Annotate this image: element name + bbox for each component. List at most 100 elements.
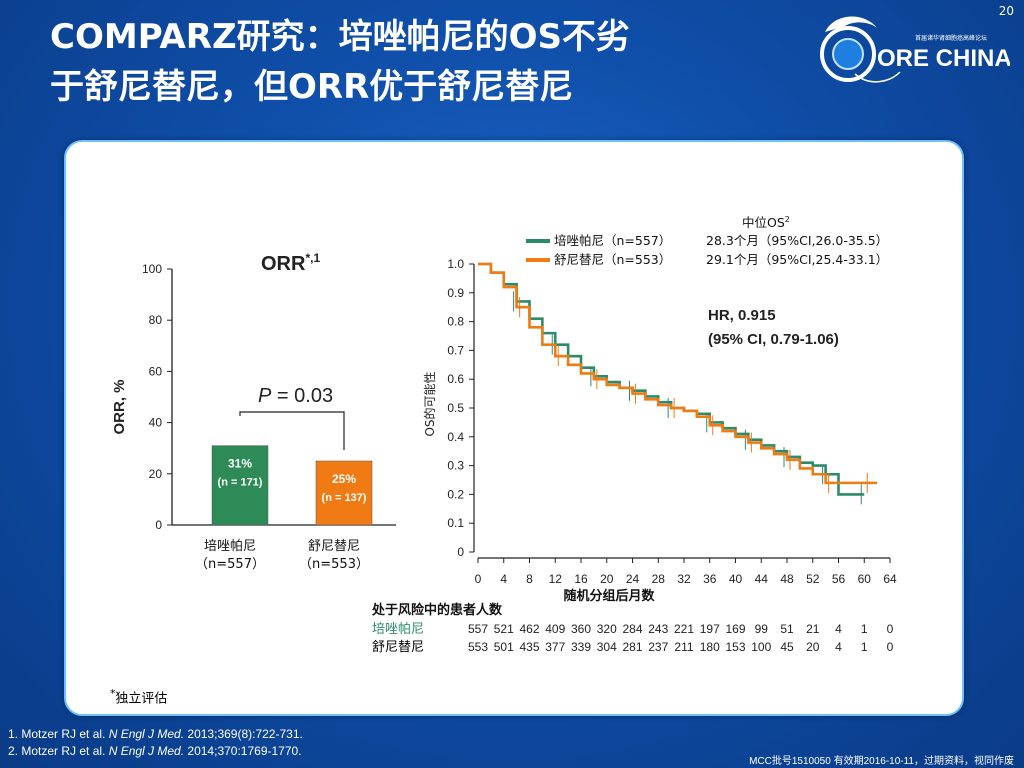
risk-cell: 100 xyxy=(751,640,771,654)
orr-bar-n-label: (n = 171) xyxy=(218,477,263,489)
risk-cell: 1 xyxy=(861,622,868,636)
km-x-tick-label: 16 xyxy=(574,572,588,586)
km-x-tick-label: 36 xyxy=(703,572,717,586)
km-y-tick-label: 0.1 xyxy=(447,516,464,530)
orr-bar-n-label: (n = 137) xyxy=(322,492,367,504)
footnote: *独立评估 xyxy=(110,687,168,707)
km-curves xyxy=(478,262,878,505)
references: 1. Motzer RJ et al. N Engl J Med. 2013;3… xyxy=(8,726,303,760)
km-y-tick-label: 1.0 xyxy=(447,257,464,271)
risk-cell: 4 xyxy=(835,622,842,636)
pvalue-annotation: P = 0.03 xyxy=(258,385,333,407)
km-x-tick-label: 4 xyxy=(500,572,507,586)
km-x-tick-label: 64 xyxy=(883,572,897,586)
risk-cell: 462 xyxy=(519,622,539,636)
risk-cell: 0 xyxy=(887,622,894,636)
risk-cell: 51 xyxy=(780,622,794,636)
risk-cell: 237 xyxy=(648,640,668,654)
orr-y-tick-label: 80 xyxy=(149,313,163,327)
risk-cell: 0 xyxy=(887,640,894,654)
km-x-tick-label: 44 xyxy=(755,572,769,586)
km-x-tick-label: 60 xyxy=(858,572,872,586)
risk-cell: 4 xyxy=(835,640,842,654)
risk-table: 培唑帕尼 557 521 462 409 360 320 284 243 221 197 169 99 5… xyxy=(372,621,894,655)
logo-wordmark: ORE CHINA xyxy=(877,45,1010,72)
km-x-tick-label: 40 xyxy=(729,572,743,586)
orr-bar xyxy=(211,445,269,526)
legend-series-name: 培唑帕尼（n=557） xyxy=(554,233,671,248)
km-y-tick-label: 0.7 xyxy=(447,343,464,357)
km-x-tick-label: 56 xyxy=(832,572,846,586)
risk-cell: 180 xyxy=(700,640,720,654)
title-line-1: COMPARZ研究：培唑帕尼的OS不劣 xyxy=(50,17,631,57)
risk-cell: 21 xyxy=(806,622,820,636)
km-x-tick-label: 12 xyxy=(549,572,563,586)
orr-category-n: （n=557） xyxy=(195,557,265,572)
orr-y-tick-label: 40 xyxy=(149,416,163,430)
approval-notice: MCC批号1510050 有效期2016-10-11，过期资料，视同作废 xyxy=(749,756,1014,767)
legend-series-name: 舒尼替尼（n=553） xyxy=(554,252,671,267)
km-x-tick-label: 20 xyxy=(600,572,614,586)
risk-cell: 211 xyxy=(674,640,693,654)
risk-cell: 221 xyxy=(674,622,694,636)
risk-cell: 377 xyxy=(545,640,565,654)
km-y-tick-label: 0 xyxy=(457,545,464,559)
slide-title: COMPARZ研究：培唑帕尼的OS不劣 于舒尼替尼，但ORR优于舒尼替尼 xyxy=(50,12,810,112)
core-china-logo: ORE CHINA 首届诸华肾细胞癌高峰论坛 xyxy=(820,16,1010,83)
orr-bar-value-label: 31% xyxy=(228,457,252,471)
risk-cell: 197 xyxy=(700,622,720,636)
orr-y-tick-label: 20 xyxy=(149,467,163,481)
km-y-tick-label: 0.5 xyxy=(447,401,464,415)
risk-cell: 284 xyxy=(622,622,642,636)
risk-cell: 243 xyxy=(648,622,668,636)
km-x-tick-label: 52 xyxy=(806,572,820,586)
risk-cell: 99 xyxy=(755,622,769,636)
orr-y-axis: 0 20 40 60 80 100 xyxy=(142,262,396,532)
km-series-line xyxy=(478,262,865,496)
km-x-tick-label: 28 xyxy=(652,572,666,586)
risk-cell: 320 xyxy=(597,622,617,636)
pvalue-bracket xyxy=(239,411,345,450)
risk-cell: 20 xyxy=(806,640,820,654)
risk-cell: 521 xyxy=(494,622,514,636)
km-y-tick-label: 0.9 xyxy=(447,286,464,300)
orr-bar-value-label: 25% xyxy=(332,472,356,486)
orr-title: ORR*,1 xyxy=(261,251,320,275)
risk-cell: 169 xyxy=(725,622,745,636)
km-x-tick-label: 0 xyxy=(475,572,482,586)
risk-cell: 281 xyxy=(622,640,642,654)
risk-cell: 553 xyxy=(468,640,488,654)
km-series-line xyxy=(478,262,878,485)
risk-cell: 304 xyxy=(597,640,617,654)
risk-cell: 45 xyxy=(780,640,794,654)
km-x-tick-label: 8 xyxy=(526,572,533,586)
risk-cell: 360 xyxy=(571,622,591,636)
km-axes: 00.10.20.30.40.50.60.70.80.91.00 4 8 12 16 20… xyxy=(447,257,897,586)
km-y-tick-label: 0.6 xyxy=(447,372,464,386)
risk-cell: 435 xyxy=(519,640,539,654)
hr-line-1: HR, 0.915 xyxy=(708,307,776,324)
risk-cell: 557 xyxy=(468,622,488,636)
orr-y-tick-label: 100 xyxy=(142,262,162,276)
orr-bar-chart: ORR*,1 ORR, % 0 20 40 60 80 100 31% (n = 171) 培… xyxy=(111,251,396,572)
logo-subtitle: 首届诸华肾细胞癌高峰论坛 xyxy=(915,34,987,42)
content-panel: ORR*,1 ORR, % 0 20 40 60 80 100 31% (n = 171) 培… xyxy=(64,140,964,716)
legend-median: 28.3个月（95%CI,26.0-35.5） xyxy=(706,233,888,248)
legend-title: 中位OS2 xyxy=(742,215,790,230)
km-y-tick-label: 0.2 xyxy=(447,487,464,501)
km-legend: 培唑帕尼（n=557） 28.3个月（95%CI,26.0-35.5） 舒尼替尼（n… xyxy=(526,233,888,267)
km-y-tick-label: 0.3 xyxy=(447,459,464,473)
km-x-tick-label: 48 xyxy=(780,572,794,586)
orr-ylabel: ORR, % xyxy=(111,379,128,434)
risk-cell: 153 xyxy=(725,640,745,654)
risk-cell: 1 xyxy=(861,640,868,654)
orr-y-tick-label: 60 xyxy=(149,364,163,378)
risk-table-title: 处于风险中的患者人数 xyxy=(371,602,503,618)
risk-row-label: 培唑帕尼 xyxy=(372,621,424,637)
km-survival-chart: OS的可能性 0 0.1 0.2 0.3 0.4 0.5 0.6 0.7 0.8 0.9 1.0 0 4… xyxy=(371,215,897,655)
orr-category-label: 舒尼替尼 xyxy=(308,539,360,554)
reference-2: 2. Motzer RJ et al. N Engl J Med. 2014;3… xyxy=(8,744,302,758)
orr-category-n: （n=553） xyxy=(299,557,369,572)
km-ylabel: OS的可能性 xyxy=(422,371,437,436)
